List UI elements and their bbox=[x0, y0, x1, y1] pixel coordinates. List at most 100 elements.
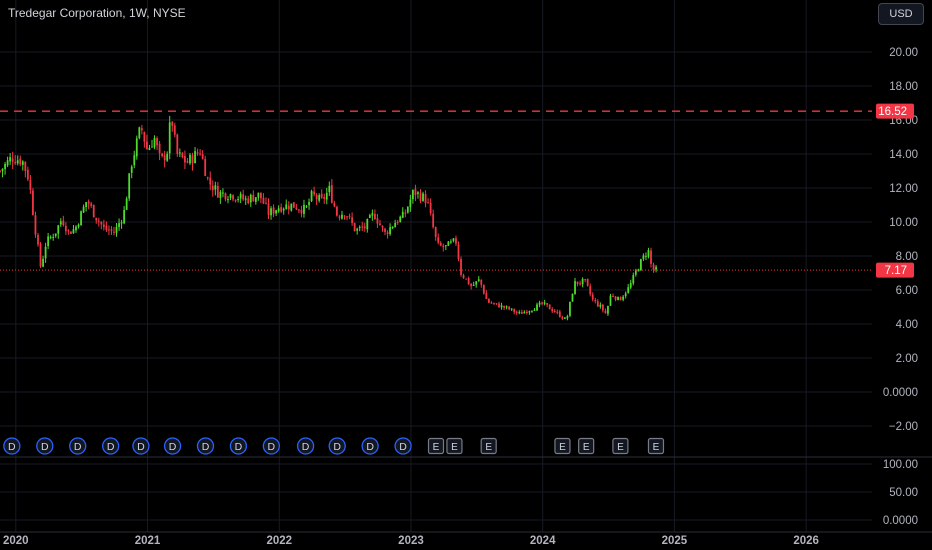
time-axis[interactable]: 2020 2021 2022 2023 2024 2025 2026 bbox=[3, 535, 819, 547]
dividend-marker[interactable]: D bbox=[394, 437, 412, 455]
candle-body bbox=[601, 304, 604, 311]
candle-body bbox=[29, 179, 32, 190]
earnings-marker[interactable]: E bbox=[446, 437, 463, 455]
earnings-marker[interactable]: E bbox=[578, 437, 595, 455]
candle-body bbox=[645, 255, 647, 257]
candle-body bbox=[211, 185, 214, 191]
dividend-marker[interactable]: D bbox=[3, 437, 21, 455]
candle-body bbox=[120, 222, 123, 224]
x-tick-label: 2021 bbox=[135, 535, 161, 547]
dividend-marker[interactable]: D bbox=[101, 437, 120, 455]
earnings-marker[interactable]: E bbox=[612, 437, 629, 455]
y-tick-label: 12.00 bbox=[889, 183, 918, 195]
candle-body bbox=[586, 278, 589, 286]
candle-body bbox=[406, 207, 409, 213]
candle-body bbox=[619, 297, 622, 301]
candle-body bbox=[196, 152, 199, 154]
svg-text:D: D bbox=[137, 441, 145, 453]
candle-body bbox=[21, 161, 24, 165]
candle-body bbox=[254, 197, 257, 202]
candle-body bbox=[460, 259, 462, 275]
candle-body bbox=[77, 224, 80, 227]
candle-body bbox=[477, 279, 480, 281]
candle-body bbox=[525, 311, 528, 313]
dividend-marker[interactable]: D bbox=[262, 437, 280, 455]
svg-text:16.52: 16.52 bbox=[878, 106, 907, 118]
svg-text:D: D bbox=[333, 441, 341, 453]
volume-tick-label: 0.0000 bbox=[883, 515, 918, 527]
currency-button[interactable]: USD bbox=[878, 3, 924, 25]
candle-body bbox=[105, 225, 108, 230]
candle-body bbox=[92, 204, 95, 218]
candle-body bbox=[219, 191, 222, 198]
candle-body bbox=[553, 310, 556, 313]
earnings-marker[interactable]: E bbox=[480, 437, 497, 455]
candle-body bbox=[287, 205, 290, 210]
x-tick-label: 2022 bbox=[266, 535, 292, 547]
y-tick-label: 6.00 bbox=[896, 285, 918, 297]
dividend-marker[interactable]: D bbox=[296, 437, 315, 455]
candle-body bbox=[135, 138, 138, 157]
candle-body bbox=[566, 316, 569, 319]
price-axis[interactable]: 20.0018.0016.0014.0012.0010.008.006.004.… bbox=[876, 47, 918, 433]
svg-text:E: E bbox=[583, 442, 590, 453]
candle-body bbox=[429, 202, 432, 214]
candle-body bbox=[571, 293, 574, 302]
y-tick-label: 20.00 bbox=[889, 47, 918, 59]
candle-body bbox=[427, 202, 429, 204]
candle-body bbox=[39, 243, 42, 267]
candle-body bbox=[171, 122, 174, 126]
candle-body bbox=[513, 309, 516, 313]
candle-body bbox=[110, 229, 113, 231]
candle-body bbox=[607, 306, 609, 314]
dividend-marker[interactable]: D bbox=[328, 437, 346, 455]
candle-body bbox=[140, 128, 143, 131]
candle-body bbox=[434, 227, 437, 237]
dividend-marker[interactable]: D bbox=[36, 437, 54, 455]
candle-body bbox=[64, 225, 67, 232]
candle-body bbox=[336, 206, 338, 216]
earnings-marker[interactable]: E bbox=[427, 437, 445, 455]
candle-body bbox=[125, 198, 128, 210]
candle-body bbox=[612, 296, 614, 298]
earnings-marker[interactable]: E bbox=[647, 437, 665, 455]
svg-text:D: D bbox=[41, 441, 49, 453]
dividend-marker[interactable]: D bbox=[69, 437, 87, 455]
candle-body bbox=[173, 125, 176, 135]
candle-body bbox=[270, 208, 272, 216]
candle-body bbox=[523, 311, 526, 314]
candle-body bbox=[391, 226, 394, 229]
candle-body bbox=[143, 131, 146, 142]
candle-body bbox=[166, 153, 169, 161]
dividend-marker[interactable]: D bbox=[196, 437, 215, 455]
horizontal-line-price-tag: 16.52 bbox=[876, 103, 914, 119]
candle-body bbox=[178, 152, 181, 154]
candle-body bbox=[181, 152, 184, 158]
candle-body bbox=[80, 211, 82, 226]
candle-body bbox=[490, 302, 493, 304]
candle-body bbox=[650, 250, 652, 264]
candle-body bbox=[4, 164, 6, 170]
dividend-marker[interactable]: D bbox=[163, 437, 182, 455]
x-tick-label: 2020 bbox=[3, 535, 29, 547]
chart-grid bbox=[0, 0, 932, 533]
candle-body bbox=[404, 212, 407, 214]
candle-body bbox=[518, 312, 521, 314]
candle-body bbox=[581, 279, 584, 285]
candle-body bbox=[275, 210, 278, 214]
dividend-marker[interactable]: D bbox=[229, 437, 248, 455]
svg-text:D: D bbox=[235, 441, 243, 453]
candle-body bbox=[130, 166, 133, 173]
earnings-marker[interactable]: E bbox=[554, 437, 571, 455]
candle-body bbox=[249, 194, 252, 203]
candle-body bbox=[536, 304, 538, 311]
candle-body bbox=[503, 305, 505, 308]
candle-body bbox=[260, 192, 262, 199]
candle-body bbox=[265, 202, 267, 204]
candle-body bbox=[508, 306, 511, 310]
candle-body bbox=[366, 218, 369, 230]
candle-body bbox=[115, 226, 118, 233]
dividend-marker[interactable]: D bbox=[361, 437, 379, 455]
dividend-marker[interactable]: D bbox=[132, 437, 150, 455]
